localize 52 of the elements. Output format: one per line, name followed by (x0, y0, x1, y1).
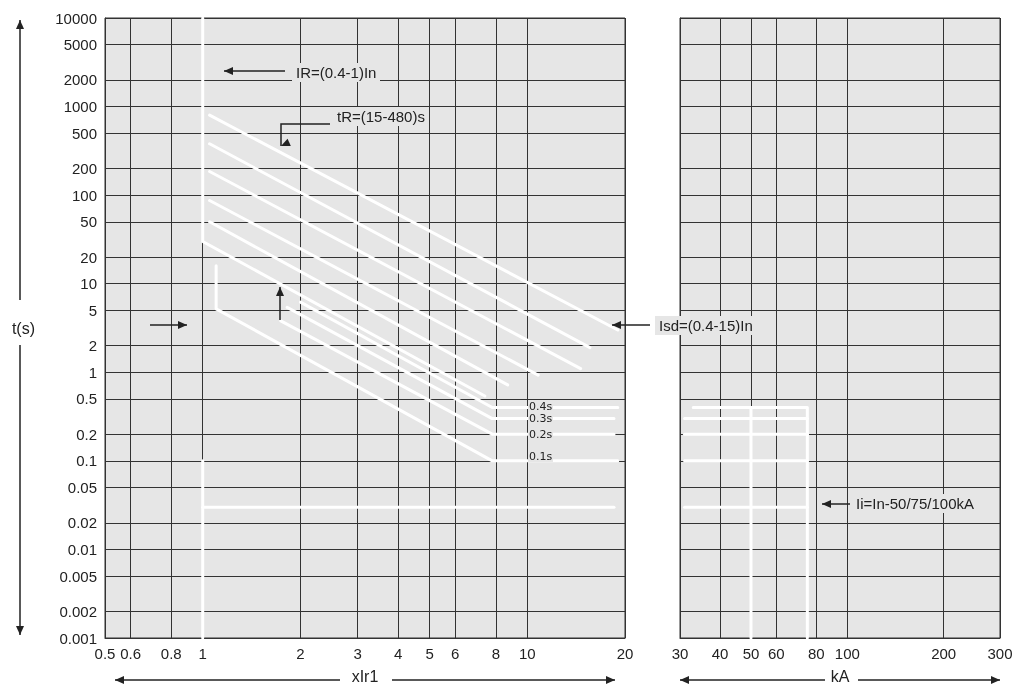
x-tick-label: 5 (425, 645, 434, 662)
x-tick-label: 50 (742, 645, 760, 662)
y-tick-label: 100 (71, 186, 97, 204)
x-tick-label: 6 (451, 645, 460, 662)
x-tick-label: 100 (834, 645, 860, 662)
y-tick-label: 50 (80, 213, 97, 231)
annotation: 0.2s (528, 428, 554, 441)
y-tick-label: 2000 (63, 71, 97, 89)
annotation: Ii=In-50/75/100kA (852, 494, 979, 513)
x-tick-label: 0.6 (120, 645, 142, 662)
x-tick-label: 0.8 (160, 645, 182, 662)
y-tick-label: 10000 (55, 9, 97, 27)
y-tick-label: 0.01 (67, 540, 97, 558)
y-tick-label: 5 (88, 301, 97, 319)
y-tick-label: 20 (80, 248, 97, 266)
x-axis-title: xIr1 (351, 667, 379, 685)
x-tick-label: 60 (767, 645, 785, 662)
y-axis-title: t(s) (11, 319, 35, 337)
y-tick-label: 5000 (63, 36, 97, 54)
y-tick-label: 0.5 (76, 390, 97, 408)
x-tick-label: 20 (616, 645, 634, 662)
x-tick-label: 8 (491, 645, 501, 662)
x-tick-label: 30 (671, 645, 689, 662)
annotation: 0.4s (528, 400, 554, 413)
y-tick-label: 2 (88, 337, 97, 355)
y-tick-label: 200 (71, 159, 97, 177)
y-tick-label: 0.005 (59, 567, 97, 585)
y-tick-label: 0.02 (67, 514, 97, 532)
x-tick-label: 200 (931, 645, 957, 662)
x-tick-label: 40 (711, 645, 729, 662)
annotation: 0.1s (528, 450, 554, 463)
y-tick-label: 1000 (63, 98, 97, 116)
x-tick-label: 3 (353, 645, 362, 662)
x-tick-label: 1 (198, 645, 207, 662)
y-tick-label: 10 (80, 275, 97, 293)
x-tick-label: 4 (393, 645, 403, 662)
annotation: IR=(0.4-1)In (292, 63, 381, 82)
x-tick-label: 10 (518, 645, 536, 662)
y-tick-label: 0.1 (76, 452, 97, 470)
y-tick-label: 0.05 (67, 479, 97, 497)
annotation: tR=(15-480)s (333, 107, 429, 126)
y-tick-label: 0.2 (76, 425, 97, 443)
annotation: 0.3s (528, 412, 554, 425)
x-axis-title: kA (830, 667, 850, 685)
annotation: Isd=(0.4-15)In (655, 316, 757, 335)
y-tick-label: 0.002 (59, 602, 97, 620)
y-tick-label: 1 (88, 363, 97, 381)
y-tick-label: 500 (71, 124, 97, 142)
y-tick-label: 0.001 (59, 629, 97, 647)
x-tick-label: 300 (987, 645, 1013, 662)
x-tick-label: 80 (807, 645, 825, 662)
x-tick-label: 2 (296, 645, 305, 662)
